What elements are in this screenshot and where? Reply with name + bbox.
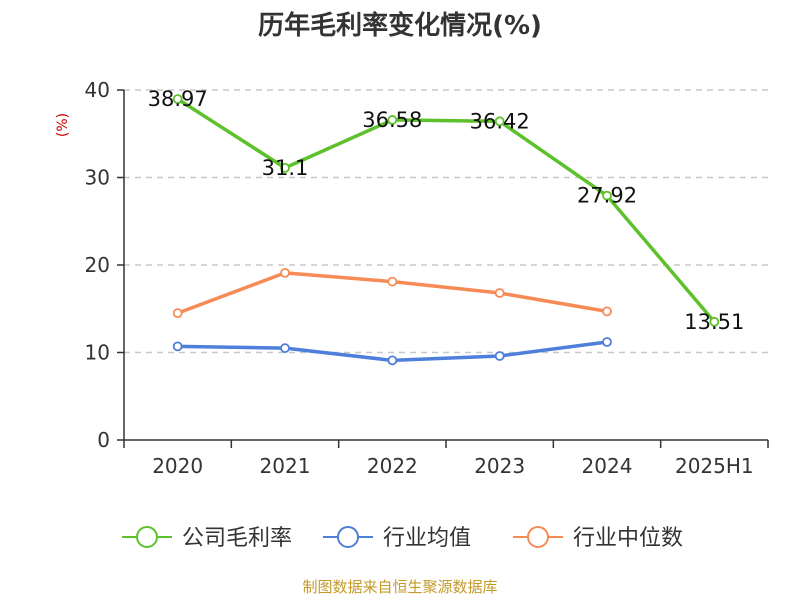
grid-lines — [124, 89, 768, 354]
data-point — [280, 162, 290, 173]
legend-label: 公司毛利率 — [182, 526, 292, 551]
x-axis: 2020 2021 2022 2023 2024 2025H1 — [123, 439, 769, 478]
data-label: 13.51 — [684, 310, 744, 334]
y-tick-label: 20 — [85, 253, 110, 277]
data-point — [494, 116, 505, 127]
data-point — [172, 341, 183, 352]
data-point — [280, 343, 290, 354]
data-label: 38.97 — [148, 87, 208, 111]
data-point — [602, 337, 612, 347]
legend: 公司毛利率 行业均值 行业中位数 — [122, 526, 683, 551]
legend-marker — [136, 526, 158, 548]
y-axis-unit: (%) — [55, 113, 71, 137]
data-label: 27.92 — [577, 184, 637, 208]
data-point — [172, 308, 183, 319]
y-tick-label: 0 — [97, 428, 110, 452]
data-label: 36.58 — [362, 108, 422, 132]
legend-marker — [527, 526, 549, 548]
data-point — [494, 351, 505, 361]
legend-label: 行业均值 — [383, 526, 471, 551]
data-labels: 38.97 31.1 36.58 36.42 27.92 13.51 — [148, 87, 745, 334]
y-tick-label: 40 — [85, 78, 110, 102]
y-tick-label: 10 — [85, 341, 110, 365]
legend-label: 行业中位数 — [573, 526, 683, 551]
y-axis: 0 10 20 30 40 — [85, 78, 125, 452]
data-point — [387, 355, 398, 366]
data-point — [494, 288, 505, 298]
data-point — [602, 306, 612, 317]
data-point — [709, 316, 720, 327]
x-tick-label: 2020 — [152, 454, 203, 478]
data-point — [172, 94, 183, 104]
chart-title: 历年毛利率变化情况(%) — [258, 10, 542, 41]
data-point — [602, 190, 612, 201]
series-line — [176, 97, 716, 323]
data-point — [280, 267, 290, 278]
y-tick-label: 30 — [85, 166, 110, 190]
legend-marker — [337, 526, 359, 548]
data-label: 36.42 — [470, 109, 530, 133]
data-point — [387, 276, 398, 287]
x-tick-label: 2023 — [474, 454, 525, 478]
data-point — [387, 115, 398, 125]
source-note: 制图数据来自恒生聚源数据库 — [302, 578, 497, 596]
x-tick-label: 2024 — [582, 454, 633, 478]
x-tick-label: 2022 — [367, 454, 418, 478]
x-tick-label: 2021 — [260, 454, 311, 478]
series-lines — [172, 94, 720, 366]
x-tick-label: 2025H1 — [675, 454, 754, 478]
data-label: 31.1 — [262, 156, 309, 180]
